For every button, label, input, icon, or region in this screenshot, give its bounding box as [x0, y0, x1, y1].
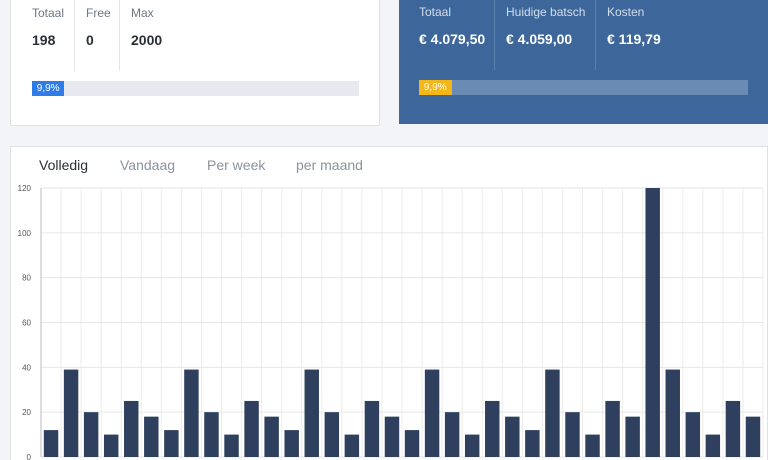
bar	[164, 430, 179, 457]
costs-progress-fill: 9,9%	[419, 80, 452, 95]
bar	[745, 416, 761, 457]
bar	[464, 434, 480, 457]
costs-progress-bar: 9,9%	[419, 80, 748, 95]
costs-batch-value: € 4.059,00	[506, 31, 573, 47]
bar	[304, 369, 319, 457]
divider	[494, 0, 495, 70]
chart-card: 0 20 40 60 80 100 120 Volledig Vandaag Per wee…	[10, 146, 768, 460]
bar	[525, 430, 540, 457]
usage-free-label: Free	[86, 6, 111, 20]
bar	[404, 430, 420, 457]
tab-volledig[interactable]: Volledig	[39, 157, 89, 173]
bar	[364, 400, 380, 457]
bar	[565, 412, 580, 457]
bar	[665, 369, 680, 457]
bar	[144, 416, 159, 457]
y-tick-label: 20	[22, 408, 31, 417]
usage-progress-fill: 9,9%	[32, 81, 65, 96]
costs-total-value: € 4.079,50	[419, 31, 486, 47]
usage-progress-bar: 9,9%	[32, 81, 359, 96]
y-tick-label: 100	[18, 229, 32, 238]
bar	[485, 400, 500, 457]
divider	[119, 0, 120, 71]
bar	[284, 430, 299, 457]
bar	[184, 369, 199, 457]
tab-vandaag[interactable]: Vandaag	[120, 157, 176, 173]
bar	[685, 412, 701, 457]
usage-total-label: Totaal	[32, 6, 65, 20]
bar	[244, 400, 259, 457]
divider	[74, 0, 75, 71]
period-tabs: Volledig Vandaag Per week per maand	[11, 147, 767, 183]
bar-chart: 0 20 40 60 80 100 120	[18, 184, 764, 460]
bar	[625, 416, 640, 457]
usage-max-label: Max	[131, 6, 154, 20]
bar	[103, 434, 119, 457]
costs-fees-label: Kosten	[607, 5, 645, 19]
bar	[83, 412, 99, 457]
y-tick-label: 120	[18, 184, 32, 193]
bar	[224, 434, 239, 457]
bar	[344, 434, 360, 457]
usage-free-value: 0	[86, 32, 94, 48]
costs-fees-value: € 119,79	[607, 31, 661, 47]
costs-total-label: Totaal	[419, 5, 452, 19]
bar	[585, 434, 600, 457]
bar	[384, 416, 400, 457]
y-tick-label: 40	[22, 363, 31, 372]
y-tick-label: 60	[22, 319, 31, 328]
divider	[595, 0, 596, 70]
bar	[605, 400, 620, 457]
usage-card: Totaal 198 Free 0 Max 2000 9,9%	[10, 0, 380, 126]
bar	[444, 412, 460, 457]
bar	[505, 416, 520, 457]
bar	[545, 369, 560, 457]
bar	[63, 369, 79, 457]
y-tick-label: 80	[22, 274, 31, 283]
bar	[124, 400, 139, 457]
bar	[324, 412, 340, 457]
bar	[264, 416, 279, 457]
tab-per-maand[interactable]: per maand	[296, 157, 363, 173]
costs-batch-label: Huidige batsch	[506, 5, 586, 19]
bar	[424, 369, 440, 457]
bar	[645, 188, 660, 457]
costs-card: Totaal € 4.079,50 Huidige batsch € 4.059…	[399, 0, 768, 124]
bar	[43, 430, 59, 457]
tab-per-week[interactable]: Per week	[207, 157, 266, 173]
usage-max-value: 2000	[131, 32, 163, 48]
bar	[725, 400, 741, 457]
y-tick-label: 0	[27, 453, 32, 460]
bar	[705, 434, 721, 457]
bar	[204, 412, 219, 457]
usage-total-value: 198	[32, 32, 56, 48]
